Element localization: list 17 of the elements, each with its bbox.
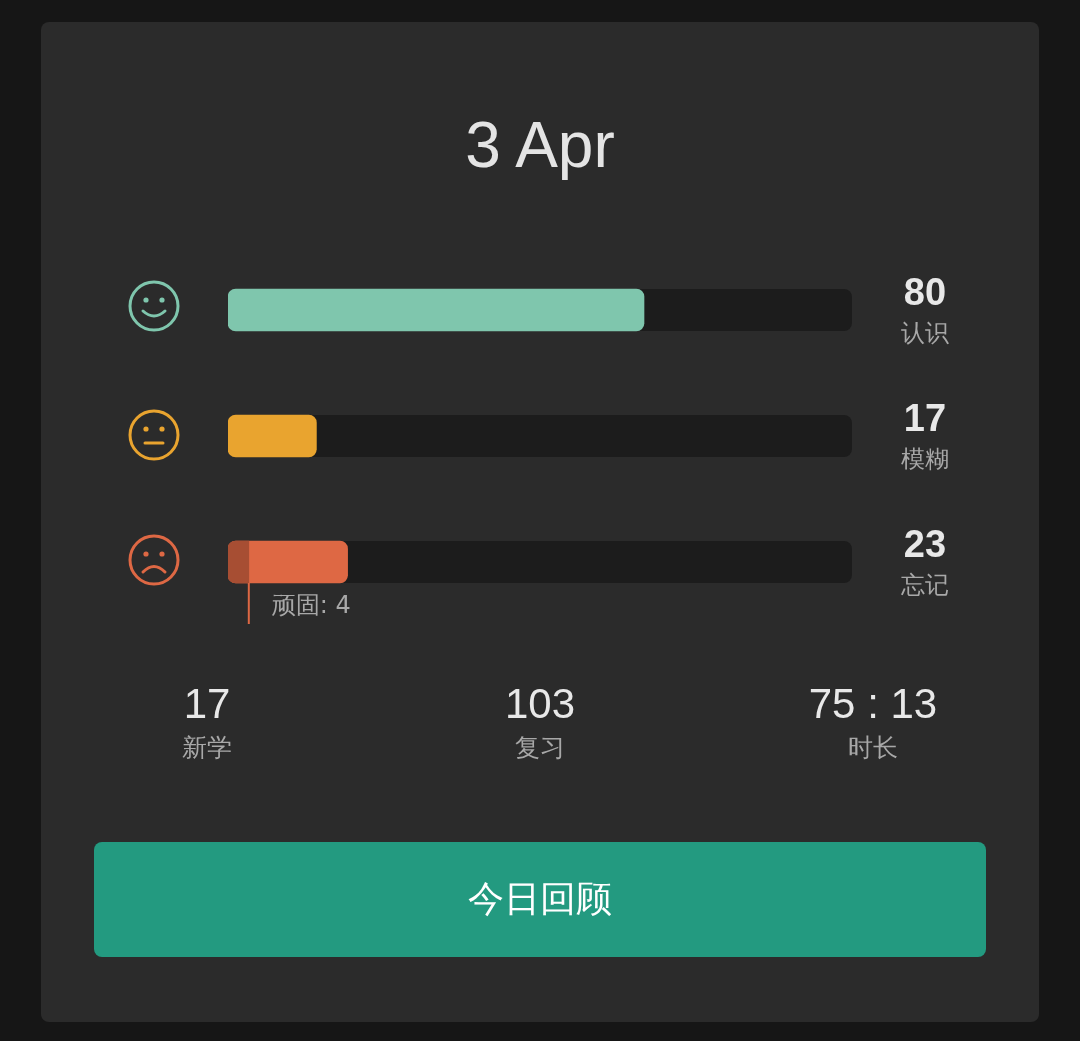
text: 103: [503, 680, 577, 728]
y-tick-label: 认识: [901, 319, 949, 348]
data-label: 80: [903, 271, 947, 314]
text: 今日回顾: [94, 842, 986, 957]
data-label: 23: [903, 523, 947, 566]
text: 时长: [847, 732, 899, 764]
text: 75 : 13: [807, 680, 939, 728]
y-tick-label: 忘记: [901, 571, 949, 600]
text: 17: [182, 680, 232, 728]
text: 复习: [514, 732, 566, 764]
y-tick-label: 模糊: [901, 445, 949, 474]
bar: [228, 540, 250, 584]
chart-title: 3 Apr: [464, 108, 616, 182]
text: 新学: [181, 732, 233, 764]
data-label: 顽固: 4: [270, 591, 351, 620]
data-label: 17: [903, 397, 947, 440]
bar: [228, 414, 317, 458]
